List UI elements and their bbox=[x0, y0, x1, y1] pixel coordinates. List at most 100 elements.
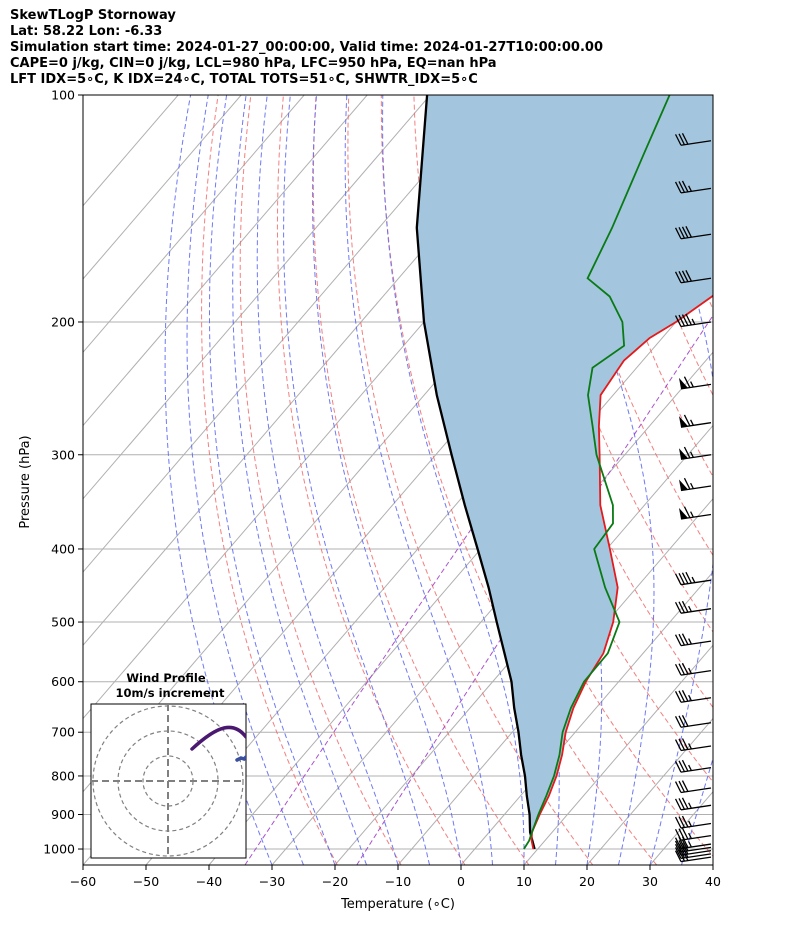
barb-half bbox=[688, 764, 692, 771]
isotherm-line bbox=[83, 95, 494, 573]
barb-full bbox=[681, 714, 689, 727]
moist-adiabat-line bbox=[186, 95, 304, 865]
barb-full bbox=[678, 601, 686, 613]
barb-full bbox=[674, 837, 682, 849]
barb-shaft bbox=[680, 767, 712, 773]
barb-full bbox=[674, 760, 682, 773]
moist-adiabat-line bbox=[209, 95, 336, 865]
sounding-profiles bbox=[415, 95, 713, 850]
barb-shaft bbox=[680, 856, 712, 863]
convective-parameters: CAPE=0 j/kg, CIN=0 j/kg, LCL=980 hPa, LF… bbox=[10, 56, 497, 71]
barb-full bbox=[681, 759, 689, 772]
simulation-times: Simulation start time: 2024-01-27_00:00:… bbox=[10, 40, 603, 55]
moist-adiabat-line bbox=[283, 95, 430, 865]
moist-adiabat-line bbox=[232, 95, 367, 865]
barb-full bbox=[674, 828, 682, 841]
barb-full bbox=[681, 314, 689, 326]
barb-shaft bbox=[680, 321, 712, 328]
barb-shaft bbox=[680, 804, 712, 811]
moist-adiabat-line bbox=[712, 863, 713, 865]
dry-adiabat-line bbox=[347, 95, 594, 865]
dry-adiabat-line bbox=[544, 95, 713, 557]
barb-full bbox=[678, 738, 686, 751]
barb-half bbox=[690, 419, 694, 426]
y-tick-label: 700 bbox=[51, 725, 75, 740]
barb-half bbox=[691, 318, 696, 325]
barb-full bbox=[683, 477, 691, 490]
barb-full bbox=[678, 715, 686, 728]
wind-barb bbox=[674, 633, 712, 647]
isotherm-line bbox=[586, 717, 713, 865]
barb-full bbox=[685, 313, 692, 326]
dry-adiabat-line bbox=[446, 95, 713, 783]
isotherm-line bbox=[271, 351, 713, 865]
mixing-ratio-line bbox=[356, 314, 713, 865]
wind-barb bbox=[674, 662, 712, 676]
inset-title: Wind Profile bbox=[126, 671, 206, 685]
barb-full bbox=[678, 572, 686, 585]
barb-full bbox=[681, 180, 689, 193]
moist-adiabat-line bbox=[344, 95, 493, 865]
barb-half bbox=[688, 832, 692, 839]
y-tick-label: 100 bbox=[51, 88, 75, 103]
wind-barb bbox=[674, 269, 712, 284]
barb-full bbox=[683, 506, 691, 518]
isotherm-line bbox=[776, 95, 794, 865]
barb-full bbox=[681, 600, 689, 613]
barb-full bbox=[674, 850, 682, 862]
x-tick-label: 10 bbox=[516, 874, 532, 889]
barb-full bbox=[681, 797, 689, 810]
isotherm-line bbox=[83, 95, 431, 500]
wind-barb bbox=[674, 180, 712, 194]
barb-full bbox=[681, 738, 689, 750]
y-tick-label: 900 bbox=[51, 807, 75, 822]
moist-adiabat-line bbox=[164, 95, 273, 865]
barb-half bbox=[688, 743, 692, 750]
barb-full bbox=[683, 414, 691, 427]
barb-flag bbox=[679, 448, 688, 460]
barb-shaft bbox=[680, 835, 712, 841]
barb-flag bbox=[679, 507, 688, 519]
barb-full bbox=[678, 840, 686, 852]
barb-shaft bbox=[680, 843, 712, 850]
x-tick-label: −60 bbox=[70, 874, 96, 889]
barb-full bbox=[678, 271, 686, 283]
wind-profile-inset: Wind Profile 10m/s increment bbox=[90, 671, 247, 859]
barb-full bbox=[674, 134, 682, 146]
y-tick-label: 300 bbox=[51, 447, 75, 462]
barb-full bbox=[681, 689, 689, 702]
barb-full bbox=[678, 314, 686, 327]
barb-full bbox=[685, 269, 692, 282]
x-tick-label: 20 bbox=[579, 874, 595, 889]
barb-flag bbox=[679, 416, 688, 428]
temperature-line bbox=[530, 294, 713, 850]
barb-full bbox=[678, 798, 686, 810]
barb-full bbox=[685, 226, 692, 238]
dry-adiabat-line bbox=[707, 95, 713, 116]
barb-full bbox=[681, 780, 689, 792]
inset-subtitle: 10m/s increment bbox=[116, 686, 225, 700]
axis-ticks: −60 −50 −40 −30 −20 −10 0 10 20 30 40 100 200 300 400 5… bbox=[43, 88, 721, 890]
barb-full bbox=[674, 634, 682, 646]
wind-barb bbox=[674, 689, 712, 703]
barb-shaft bbox=[680, 187, 712, 194]
x-tick-label: −20 bbox=[322, 874, 348, 889]
wind-barb bbox=[674, 226, 712, 240]
parcel-line bbox=[415, 95, 536, 850]
isotherm-line bbox=[83, 95, 242, 280]
wind-barb bbox=[674, 836, 712, 850]
dry-adiabat-line bbox=[201, 95, 338, 865]
barb-full bbox=[674, 663, 682, 676]
barb-full bbox=[678, 133, 686, 146]
wind-barb bbox=[674, 839, 712, 853]
barb-half bbox=[688, 841, 692, 848]
barb-half bbox=[688, 185, 692, 192]
hodograph bbox=[190, 725, 246, 762]
barb-full bbox=[681, 827, 689, 840]
barb-full bbox=[674, 601, 682, 614]
barb-full bbox=[678, 828, 686, 840]
dewpoint-line bbox=[523, 95, 671, 850]
barb-full bbox=[678, 780, 686, 793]
moist-adiabat-line bbox=[256, 95, 399, 865]
x-tick-label: 30 bbox=[642, 874, 658, 889]
